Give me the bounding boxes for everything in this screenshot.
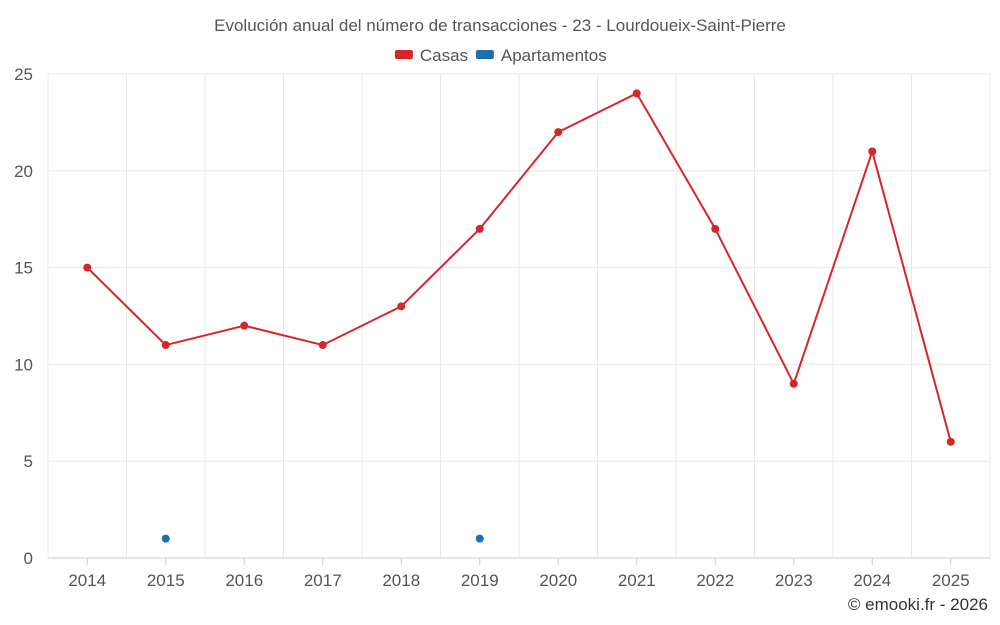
x-tick-label: 2024 [853,571,891,590]
series-line-casas [557,92,638,133]
x-tick-label: 2015 [147,571,185,590]
series-line-casas [635,92,717,230]
y-tick-label: 5 [24,452,33,471]
x-tick-label: 2019 [461,571,499,590]
data-point-casas [83,263,92,272]
data-point-casas [946,437,955,446]
data-point-casas [632,89,641,98]
legend-label-casas: Casas [420,46,468,65]
series-line-casas [244,324,323,347]
series-line-casas [792,151,874,385]
x-tick-label: 2022 [696,571,734,590]
data-point-casas [240,321,249,330]
y-axis: 0 5 10 15 20 25 [14,65,33,568]
series-line-casas [871,151,952,443]
series-line-casas [86,266,167,346]
x-tick-label: 2018 [382,571,420,590]
x-tick-label: 2023 [775,571,813,590]
data-point-apartamentos [475,534,484,543]
series-line-casas [322,305,402,346]
y-tick-label: 20 [14,162,33,181]
grid [47,73,991,559]
series-line-casas [400,228,481,308]
data-point-casas [554,128,563,137]
x-tick-label: 2025 [932,571,970,590]
x-axis: 2014 2015 2016 2017 2018 2019 2020 2021 2022 2023… [68,558,970,590]
x-tick-label: 2021 [618,571,656,590]
data-point-apartamentos [161,534,170,543]
x-tick-label: 2017 [304,571,342,590]
x-tick-label: 2016 [225,571,263,590]
data-point-casas [475,224,484,233]
credit-text: © emooki.fr - 2026 [848,595,988,614]
x-tick-label: 2014 [68,571,106,590]
data-point-casas [397,302,406,311]
data-point-casas [868,147,877,156]
data-point-casas [318,341,327,350]
chart-title: Evolución anual del número de transaccio… [214,16,786,35]
y-tick-label: 0 [24,549,33,568]
series-layer [83,89,955,543]
series-line-casas [714,228,795,385]
series-line-casas [478,131,560,230]
legend: Casas Apartamentos [394,46,607,65]
y-tick-label: 10 [14,355,33,374]
legend-swatch-apartamentos [475,50,494,59]
legend-swatch-casas [394,50,413,59]
data-point-casas [789,379,798,388]
legend-label-apartamentos: Apartamentos [501,46,607,65]
series-line-casas [165,324,245,347]
y-tick-label: 25 [14,65,33,84]
data-point-casas [711,224,720,233]
y-tick-label: 15 [14,259,33,278]
x-tick-label: 2020 [539,571,577,590]
data-point-casas [161,341,170,350]
